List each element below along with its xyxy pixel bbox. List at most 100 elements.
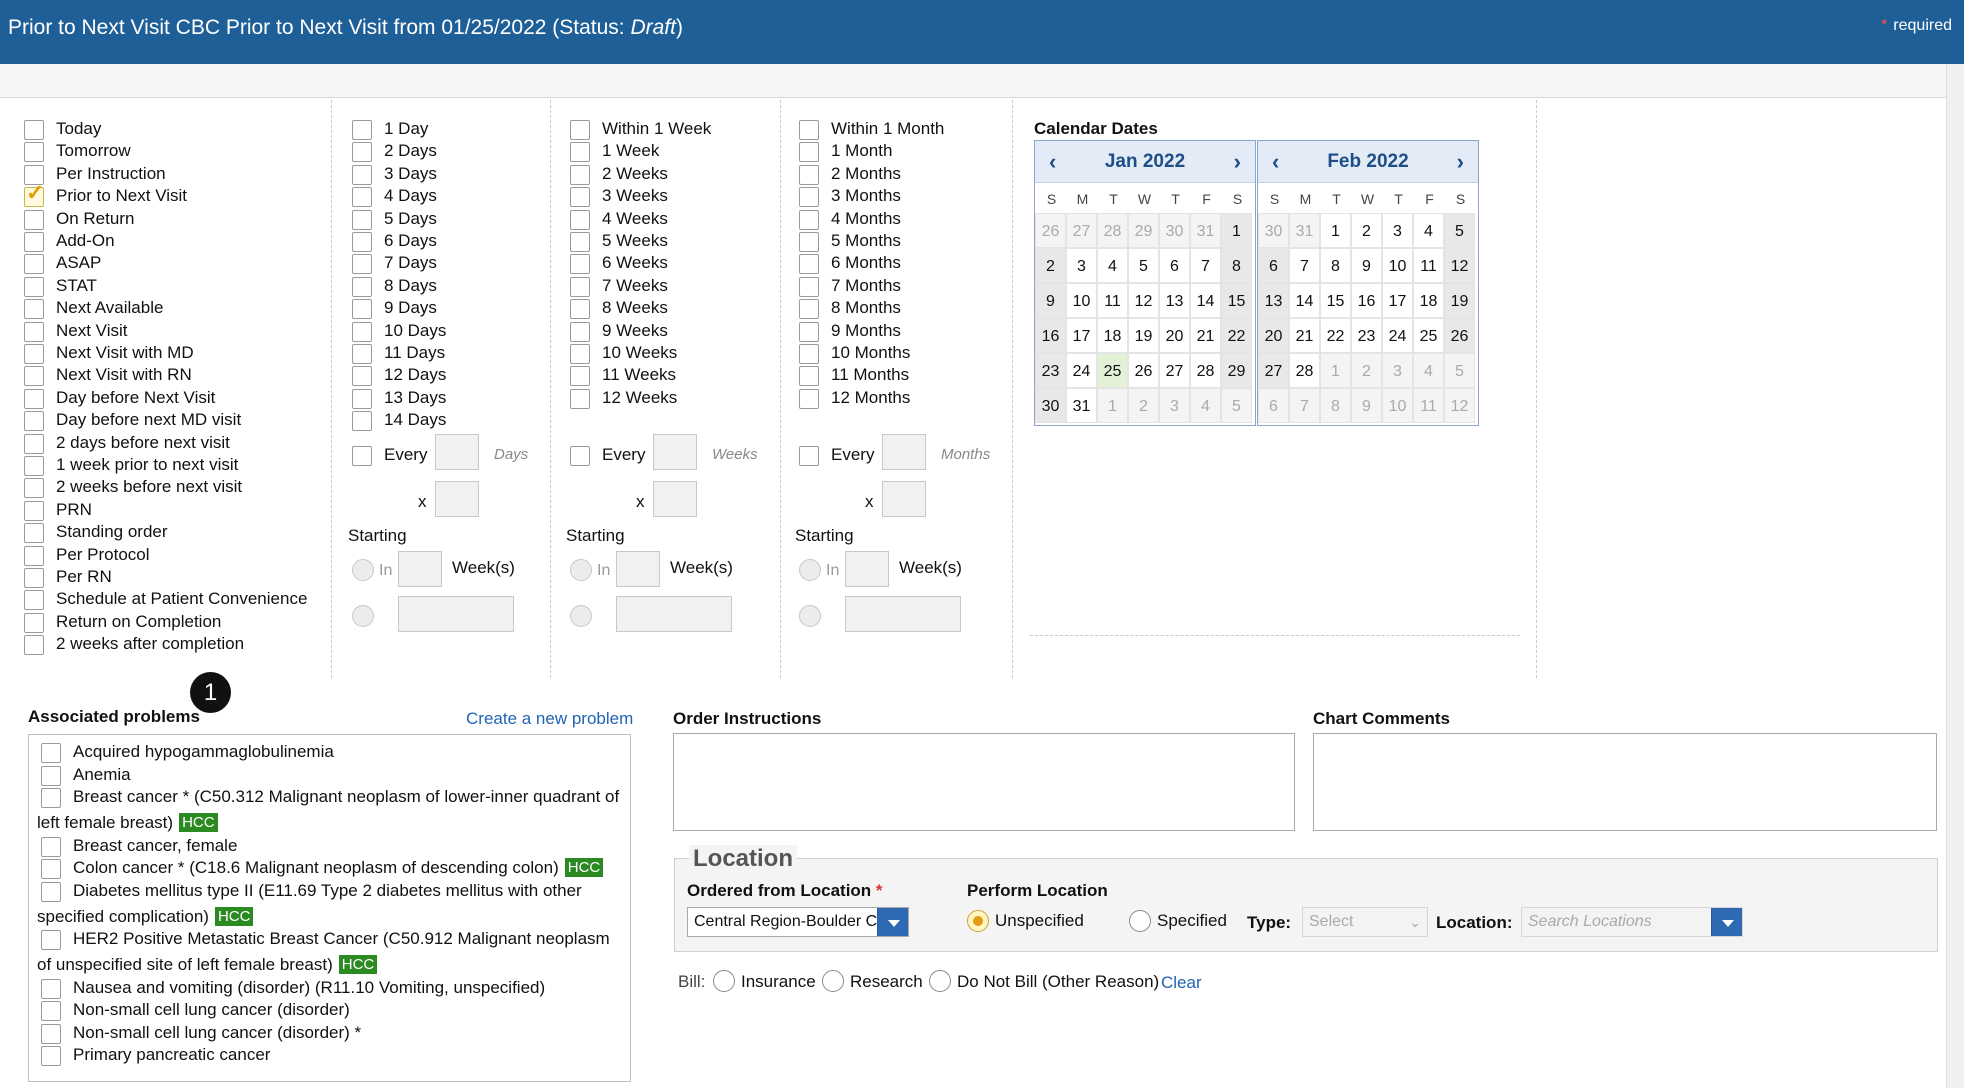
problem-item[interactable]: Acquired hypogammaglobulinemia — [29, 741, 629, 764]
interval-option[interactable]: 12 Months — [799, 387, 999, 409]
calendar-day[interactable]: 10 — [1382, 248, 1413, 283]
problem-checkbox[interactable] — [41, 836, 61, 857]
problem-item[interactable]: Nausea and vomiting (disorder) (R11.10 V… — [29, 977, 629, 1000]
checkbox[interactable] — [570, 187, 590, 208]
calendar-day[interactable]: 19 — [1128, 318, 1159, 353]
checkbox[interactable] — [799, 209, 819, 230]
every-checkbox-row[interactable]: Every — [799, 444, 919, 466]
interval-option[interactable]: 7 Days — [352, 252, 552, 275]
every-checkbox[interactable] — [570, 446, 590, 466]
times-input[interactable] — [435, 481, 479, 517]
calendar-day[interactable]: 12 — [1128, 283, 1159, 318]
starting-in-radio[interactable] — [352, 559, 374, 581]
checkbox[interactable] — [24, 456, 44, 476]
checkbox[interactable] — [24, 612, 44, 633]
starting-date-radio[interactable] — [799, 605, 821, 627]
calendar-day[interactable]: 9 — [1351, 388, 1382, 423]
checkbox[interactable] — [352, 276, 372, 297]
timing-option[interactable]: Day before next MD visit — [24, 409, 324, 432]
times-input[interactable] — [653, 481, 697, 517]
timing-option[interactable]: Per Instruction — [24, 163, 324, 185]
calendar-day[interactable]: 12 — [1444, 248, 1475, 283]
checkbox[interactable] — [24, 433, 44, 454]
problem-checkbox[interactable] — [41, 743, 61, 763]
calendar-day[interactable]: 10 — [1066, 283, 1097, 318]
calendar-day[interactable]: 7 — [1289, 248, 1320, 283]
timing-option[interactable]: STAT — [24, 275, 324, 297]
checkbox[interactable] — [799, 120, 819, 140]
checkbox[interactable] — [352, 187, 372, 208]
calendar-day[interactable]: 4 — [1097, 248, 1128, 283]
calendar-day[interactable]: 22 — [1320, 318, 1351, 353]
interval-option[interactable]: 7 Months — [799, 275, 999, 297]
interval-option[interactable]: 10 Weeks — [570, 342, 770, 364]
calendar-day[interactable]: 14 — [1190, 283, 1221, 318]
checkbox[interactable] — [570, 209, 590, 230]
calendar-day[interactable]: 31 — [1190, 213, 1221, 248]
checkbox[interactable] — [352, 164, 372, 185]
interval-option[interactable]: Within 1 Month — [799, 118, 999, 140]
ordered-from-select[interactable]: Central Region-Boulder Cl — [687, 907, 909, 937]
order-instructions-textarea[interactable] — [673, 733, 1295, 831]
problem-item[interactable]: Diabetes mellitus type II (E11.69 Type 2… — [29, 880, 629, 928]
problem-item[interactable]: Primary pancreatic cancer — [29, 1044, 629, 1067]
calendar-day[interactable]: 4 — [1413, 213, 1444, 248]
checkbox[interactable] — [24, 321, 44, 342]
calendar-day[interactable]: 26 — [1128, 353, 1159, 388]
calendar-day[interactable]: 5 — [1128, 248, 1159, 283]
checkbox[interactable] — [352, 209, 372, 230]
checkbox[interactable] — [24, 411, 44, 432]
calendar-day[interactable]: 17 — [1066, 318, 1097, 353]
calendar-day[interactable]: 2 — [1351, 213, 1382, 248]
timing-option[interactable]: Next Visit with RN — [24, 364, 324, 387]
timing-option[interactable]: Per RN — [24, 566, 324, 588]
checkbox[interactable] — [24, 209, 44, 230]
checkbox[interactable] — [799, 388, 819, 409]
checkbox[interactable] — [570, 120, 590, 140]
problem-checkbox[interactable] — [41, 1046, 61, 1066]
calendar-day[interactable]: 7 — [1190, 248, 1221, 283]
calendar-day[interactable]: 3 — [1159, 388, 1190, 423]
timing-option[interactable]: Next Available — [24, 297, 324, 320]
interval-option[interactable]: 9 Weeks — [570, 320, 770, 342]
chevron-left-icon[interactable]: ‹ — [1049, 149, 1057, 174]
in-weeks-input[interactable] — [398, 551, 442, 587]
in-weeks-input[interactable] — [616, 551, 660, 587]
interval-option[interactable]: 8 Weeks — [570, 297, 770, 320]
timing-option[interactable]: Per Protocol — [24, 544, 324, 566]
interval-option[interactable]: 12 Days — [352, 364, 552, 387]
checkbox[interactable] — [352, 254, 372, 275]
calendar-day[interactable]: 16 — [1351, 283, 1382, 318]
problem-checkbox[interactable] — [41, 1023, 61, 1044]
calendar-day[interactable]: 30 — [1159, 213, 1190, 248]
calendar-day[interactable]: 31 — [1289, 213, 1320, 248]
calendar-day[interactable]: 21 — [1190, 318, 1221, 353]
checkbox[interactable] — [570, 142, 590, 163]
chevron-left-icon[interactable]: ‹ — [1272, 149, 1280, 174]
create-problem-link[interactable]: Create a new problem — [466, 709, 634, 728]
calendar-day[interactable]: 8 — [1320, 248, 1351, 283]
location-search-input[interactable]: Search Locations — [1521, 907, 1743, 937]
starting-date-input[interactable] — [845, 596, 961, 632]
calendar-day[interactable]: 20 — [1258, 318, 1289, 353]
checkbox[interactable] — [799, 321, 819, 342]
interval-option[interactable]: 11 Weeks — [570, 364, 770, 387]
interval-option[interactable]: 3 Months — [799, 185, 999, 208]
checkbox[interactable] — [352, 366, 372, 387]
calendar-day[interactable]: 21 — [1289, 318, 1320, 353]
checkbox[interactable] — [570, 164, 590, 185]
calendar-day[interactable]: 7 — [1289, 388, 1320, 423]
checkbox[interactable] — [24, 568, 44, 588]
calendar-day[interactable]: 11 — [1413, 388, 1444, 423]
interval-option[interactable]: 12 Weeks — [570, 387, 770, 409]
calendar-day[interactable]: 28 — [1190, 353, 1221, 388]
chart-comments-textarea[interactable] — [1313, 733, 1937, 831]
checkbox[interactable] — [24, 523, 44, 544]
starting-date-radio[interactable] — [352, 605, 374, 627]
calendar-day[interactable]: 6 — [1258, 248, 1289, 283]
interval-option[interactable]: 5 Months — [799, 230, 999, 252]
calendar-day[interactable]: 10 — [1382, 388, 1413, 423]
interval-option[interactable]: 3 Weeks — [570, 185, 770, 208]
checkbox[interactable] — [24, 142, 44, 163]
timing-option[interactable]: 2 days before next visit — [24, 432, 324, 454]
